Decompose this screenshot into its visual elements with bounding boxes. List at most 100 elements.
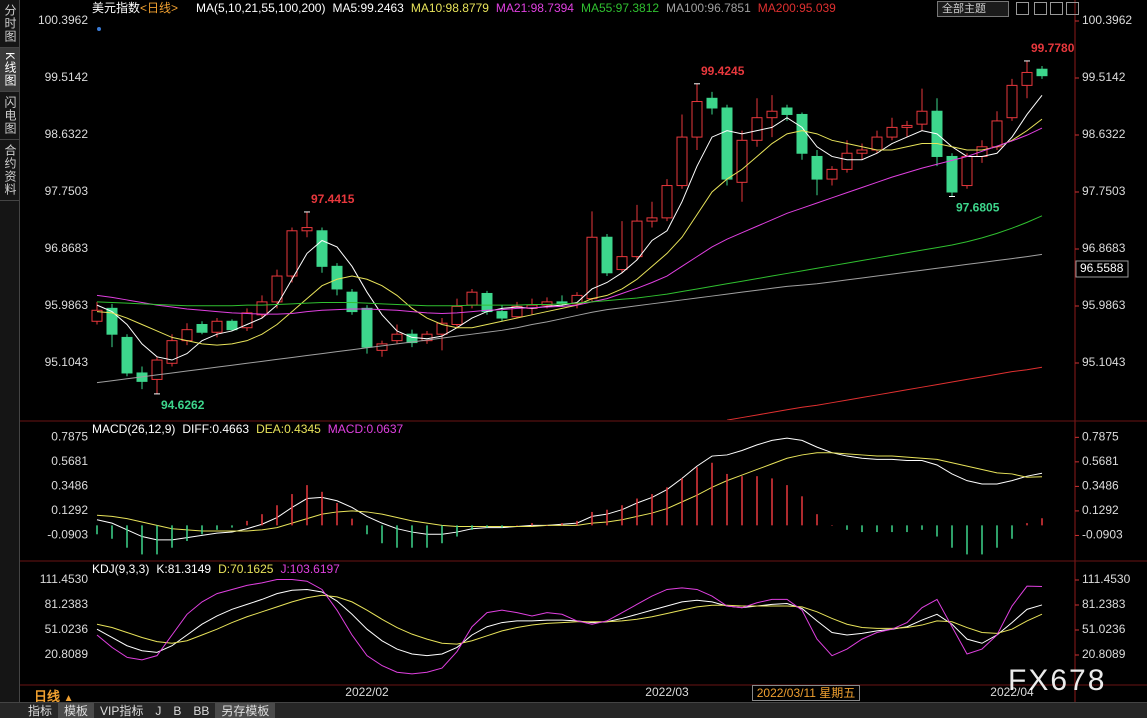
side-tab[interactable]: 合约资料 (0, 140, 19, 202)
candle-body (946, 155, 958, 193)
icon-button[interactable] (1034, 2, 1047, 15)
y-tick-label: 98.6322 (1082, 127, 1126, 141)
histogram-bar (996, 525, 998, 548)
y-tick-label: 0.3486 (51, 479, 88, 493)
histogram-bar (456, 525, 458, 537)
icon-button[interactable] (1050, 2, 1063, 15)
histogram-bar (1011, 525, 1013, 539)
histogram-bar (906, 525, 908, 533)
y-tick-label: 81.2383 (45, 597, 89, 611)
histogram-bar (936, 525, 938, 537)
side-tab[interactable]: 闪电图 (0, 92, 19, 141)
histogram-bar (441, 525, 443, 544)
bottom-tab[interactable]: 指标 (28, 704, 53, 718)
histogram-bar (801, 496, 803, 526)
y-tick-label: 111.4530 (1082, 572, 1131, 586)
histogram-bar (381, 525, 383, 544)
marker-dot (97, 27, 101, 31)
histogram-bar (756, 476, 758, 526)
histogram-bar (861, 525, 863, 533)
series-line (726, 366, 1043, 420)
bottom-tab[interactable]: VIP指标 (100, 704, 144, 718)
y-tick-label: 95.1043 (45, 355, 89, 369)
y-tick-label: 97.7503 (45, 184, 89, 198)
extreme-label: 94.6262 (161, 398, 205, 412)
y-tick-label: 0.5681 (1082, 454, 1119, 468)
panel (96, 579, 1043, 675)
y-tick-label: 0.1292 (1082, 503, 1119, 517)
histogram-bar (351, 518, 353, 526)
bottom-tab[interactable]: 另存模板 (215, 703, 276, 718)
panel-subtitle: <日线> (140, 1, 178, 15)
candle-body (121, 336, 133, 374)
watermark: FX678 (1008, 664, 1107, 697)
candle-body (1006, 84, 1018, 119)
candle-body (301, 227, 313, 232)
series-line (96, 452, 1043, 532)
icon-button[interactable] (1066, 2, 1079, 15)
series-line (96, 95, 1043, 361)
legend-entry: MA200:95.039 (758, 1, 836, 15)
histogram-bar (576, 520, 578, 526)
histogram-bar (261, 514, 263, 526)
series-line (96, 579, 1043, 675)
period-label[interactable]: 日线 ▲ (34, 686, 74, 705)
histogram-bar (621, 505, 623, 526)
histogram-bar (201, 525, 203, 535)
bottom-tab[interactable]: 模板 (58, 703, 95, 718)
candle-body (481, 292, 493, 313)
y-tick-label: 51.0236 (1082, 622, 1126, 636)
bottom-tabs: 指标 模板 VIP指标 J B BB 另存模板 (0, 702, 1147, 718)
histogram-bar (126, 525, 128, 548)
extreme-label: 99.7780 (1031, 41, 1075, 55)
theme-button[interactable]: 全部主题 (937, 1, 1009, 17)
legend-entry: J:103.6197 (280, 562, 340, 576)
legend-entry: MA5:99.2463 (332, 1, 404, 15)
candle-body (676, 136, 688, 187)
legend-entry: MA100:96.7851 (666, 1, 751, 15)
side-tab[interactable]: K线图 (0, 48, 19, 93)
icon-button[interactable] (1016, 2, 1029, 15)
histogram-bar (966, 525, 968, 555)
histogram-bar (846, 525, 848, 530)
y-tick-label: -0.0903 (47, 528, 88, 542)
bottom-tab[interactable]: J (155, 704, 162, 718)
y-tick-label: -0.0903 (1082, 528, 1123, 542)
histogram-bar (321, 491, 323, 526)
histogram-bar (786, 485, 788, 526)
histogram-bar (546, 525, 548, 526)
candle-body (466, 291, 478, 306)
candle-body (766, 110, 778, 119)
bottom-tab[interactable]: BB (193, 704, 210, 718)
y-tick-label: 20.8089 (45, 647, 89, 661)
candle-body (91, 309, 103, 322)
y-tick-label: 111.4530 (40, 572, 89, 586)
candle-body (886, 126, 898, 138)
candle-body (751, 117, 763, 141)
histogram-bar (591, 511, 593, 526)
y-tick-label: 96.8683 (45, 241, 89, 255)
price-tag: 96.5588 (1080, 261, 1124, 275)
histogram-bar (681, 478, 683, 526)
histogram-bar (141, 525, 143, 555)
histogram-bar (231, 525, 233, 528)
candle-body (496, 311, 508, 319)
x-tick-label: 2022/02 (345, 685, 389, 699)
histogram-bar (981, 525, 983, 555)
y-tick-label: 0.1292 (51, 503, 88, 517)
bottom-tab[interactable]: B (173, 704, 182, 718)
histogram-bar (306, 485, 308, 526)
candle-body (286, 230, 298, 277)
panel-header: KDJ(9,3,3) K:81.3149 D:70.1625 J:103.6197 (92, 562, 340, 576)
side-tab[interactable]: 分时图 (0, 0, 19, 48)
candle-body (856, 149, 868, 154)
histogram-bar (171, 525, 173, 548)
candle-body (316, 230, 328, 267)
period-text: 日线 (34, 689, 61, 704)
candle-body (1036, 68, 1048, 77)
y-tick-label: 0.7875 (1082, 430, 1119, 444)
extreme-label: 99.4245 (701, 64, 745, 78)
x-tick-label: 2022/03 (645, 685, 689, 699)
candle-body (736, 139, 748, 183)
histogram-bar (96, 525, 98, 535)
